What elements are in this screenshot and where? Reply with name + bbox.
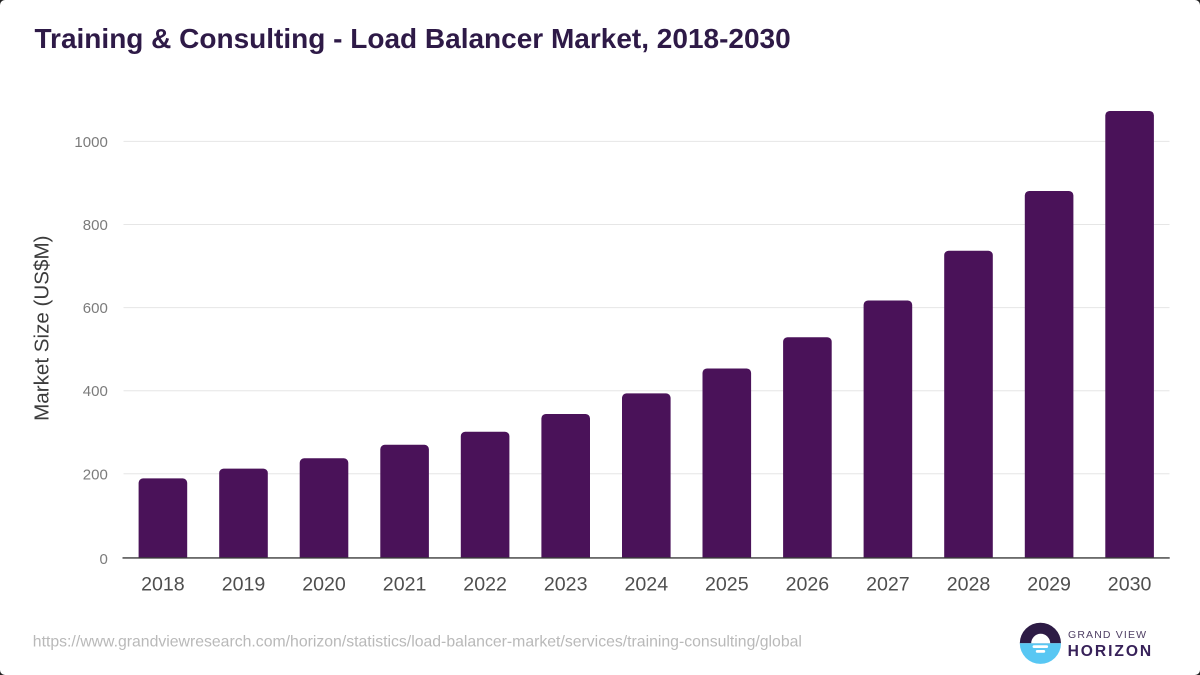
- svg-text:800: 800: [83, 217, 108, 234]
- svg-text:2027: 2027: [866, 574, 910, 596]
- svg-text:2023: 2023: [544, 574, 588, 596]
- svg-text:2022: 2022: [463, 574, 507, 596]
- svg-text:Training & Consulting - Load B: Training & Consulting - Load Balancer Ma…: [35, 23, 791, 54]
- svg-text:2020: 2020: [302, 574, 346, 596]
- svg-text:2028: 2028: [947, 574, 991, 596]
- svg-text:2021: 2021: [383, 574, 427, 596]
- svg-text:2030: 2030: [1108, 574, 1152, 596]
- svg-text:2029: 2029: [1027, 574, 1071, 596]
- svg-text:Market Size (US$M): Market Size (US$M): [31, 236, 54, 421]
- svg-text:2018: 2018: [141, 574, 185, 596]
- svg-text:1000: 1000: [74, 134, 107, 151]
- svg-text:400: 400: [83, 383, 108, 400]
- svg-text:HORIZON: HORIZON: [1068, 643, 1154, 660]
- svg-text:2024: 2024: [625, 574, 669, 596]
- svg-text:200: 200: [83, 466, 108, 483]
- svg-text:2019: 2019: [222, 574, 266, 596]
- svg-text:0: 0: [99, 551, 107, 568]
- svg-text:2026: 2026: [786, 574, 830, 596]
- svg-text:https://www.grandviewresearch.: https://www.grandviewresearch.com/horizo…: [33, 634, 802, 651]
- svg-text:600: 600: [83, 300, 108, 317]
- svg-text:2025: 2025: [705, 574, 749, 596]
- svg-text:GRAND VIEW: GRAND VIEW: [1068, 629, 1147, 641]
